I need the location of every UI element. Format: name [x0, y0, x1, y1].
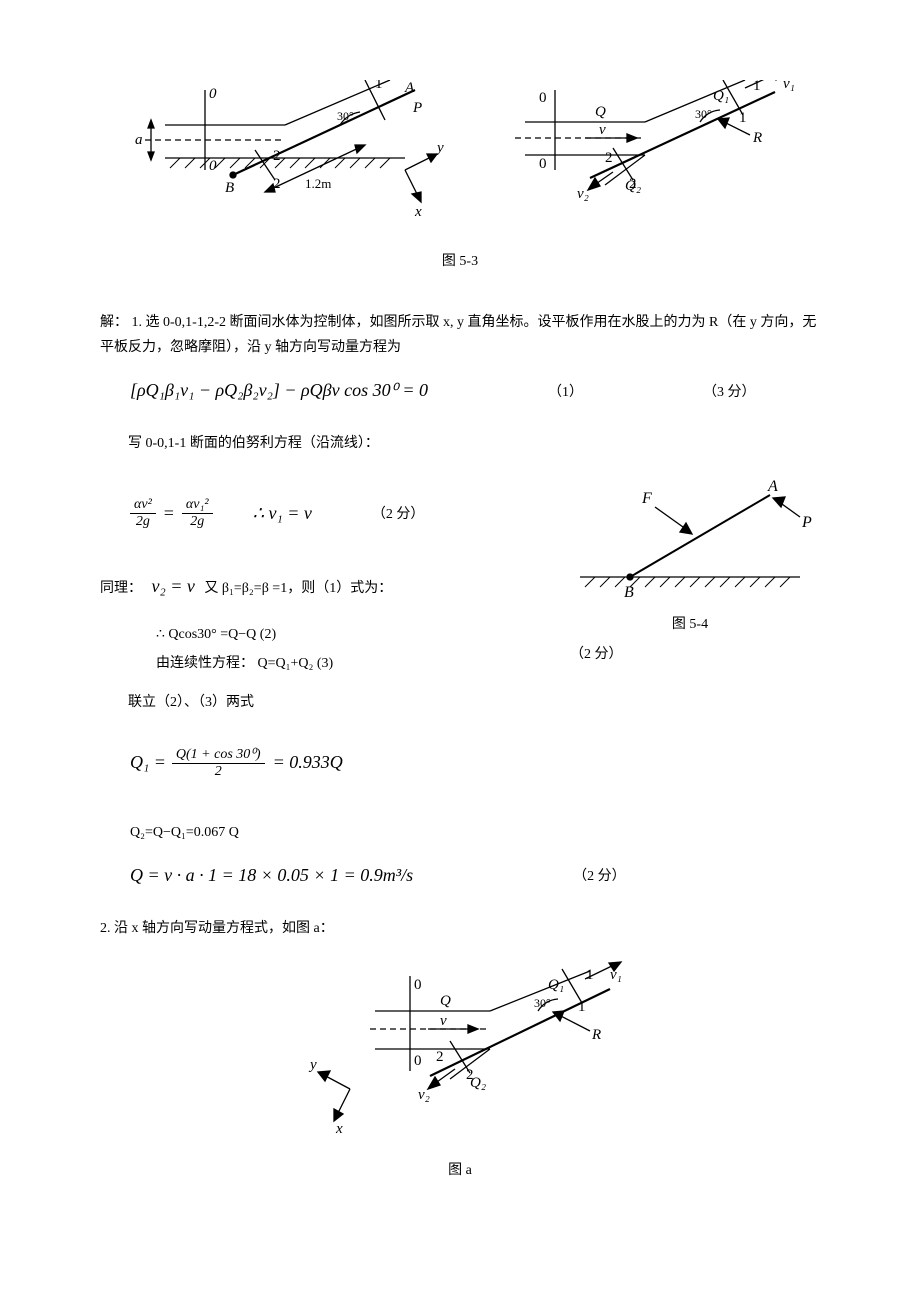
svg-text:F: F — [641, 490, 652, 507]
q1-formula-row: Q₁ = Q(1 + cos 30⁰) 2 = 0.933Q — [130, 746, 820, 780]
svg-text:0: 0 — [539, 90, 547, 106]
lbl-angle: 30° — [337, 109, 354, 123]
fig53-caption: 图 5-3 — [100, 250, 820, 270]
svg-text:Q₁: Q₁ — [713, 88, 729, 104]
svg-text:1: 1 — [586, 967, 594, 983]
svg-text:y: y — [308, 1057, 317, 1073]
lbl-A: A — [404, 80, 415, 96]
svg-text:2: 2 — [273, 176, 281, 192]
fig53-left-diagram: 0 0 a B 1 2 2 A P 30° 1.2m y x — [115, 80, 455, 240]
q-calc-row: Q = v · a · 1 = 18 × 0.05 × 1 = 0.9m³/s … — [130, 865, 820, 886]
bernoulli-intro: 写 0-0,1-1 断面的伯努利方程（沿流线）： — [100, 431, 820, 456]
figA-caption: 图 a — [100, 1159, 820, 1179]
svg-text:A: A — [767, 478, 778, 495]
eq1-num: （1） — [548, 381, 583, 401]
svg-text:R: R — [752, 130, 762, 146]
svg-text:Q: Q — [440, 993, 451, 1009]
svg-text:0: 0 — [414, 977, 422, 993]
bernoulli-eq: αv² 2g = αv₁² 2g ∴ v₁ = v （2 分） — [130, 497, 560, 530]
lbl-y: y — [435, 140, 444, 156]
svg-text:B: B — [624, 584, 634, 601]
svg-text:v₁: v₁ — [610, 967, 622, 983]
svg-text:2: 2 — [466, 1067, 474, 1083]
svg-text:v₁: v₁ — [783, 80, 795, 92]
svg-text:Q: Q — [595, 104, 606, 120]
figure-5-3: 0 0 a B 1 2 2 A P 30° 1.2m y x — [100, 80, 820, 240]
eq2-line: ∴ Qcos30° =Q−Q (2) — [100, 622, 560, 647]
lbl-x: x — [414, 204, 422, 220]
lbl-2: 2 — [273, 148, 281, 164]
figure-a-wrap: 0 0 Q Q₁ Q₂ v v₁ v₂ 1 1 2 2 R 30° y x — [100, 961, 820, 1151]
eq1-score: （3 分） — [703, 381, 756, 401]
svg-text:v₂: v₂ — [577, 186, 589, 202]
svg-text:30°: 30° — [695, 107, 712, 121]
solution-intro: 解： 1. 选 0-0,1-1,2-2 断面间水体为控制体，如图所示取 x, y… — [100, 310, 820, 360]
lbl-P: P — [412, 100, 422, 116]
svg-text:1: 1 — [578, 999, 586, 1015]
fig54-caption: 图 5-4 — [672, 613, 708, 633]
combine-line: 联立（2）、（3）两式 — [100, 690, 820, 715]
eq3-line: 由连续性方程： Q=Q₁+Q₂ (3) — [100, 651, 560, 676]
svg-text:0: 0 — [414, 1053, 422, 1069]
fig54-diagram: F A B P — [560, 477, 820, 607]
lbl-a: a — [135, 132, 143, 148]
eq1-formula: [ρQ₁β₁v₁ − ρQ₂β₂v₂] − ρQβv cos 30⁰ = 0 — [130, 380, 428, 401]
lbl-B: B — [225, 180, 234, 196]
svg-text:v₂: v₂ — [418, 1087, 430, 1103]
svg-text:P: P — [801, 514, 812, 531]
bernoulli-and-fig54: αv² 2g = αv₁² 2g ∴ v₁ = v （2 分） 同理： v₂ =… — [100, 477, 820, 681]
eq1-row: [ρQ₁β₁v₁ − ρQ₂β₂v₂] − ρQβv cos 30⁰ = 0 （… — [130, 380, 820, 401]
svg-text:2: 2 — [436, 1049, 444, 1065]
lbl-0t: 0 — [209, 86, 217, 102]
svg-text:R: R — [591, 1027, 601, 1043]
svg-text:v: v — [440, 1013, 447, 1029]
svg-text:0: 0 — [539, 156, 547, 172]
svg-text:30°: 30° — [534, 996, 551, 1010]
svg-text:2: 2 — [605, 150, 613, 166]
svg-text:v: v — [599, 122, 606, 138]
svg-text:Q₁: Q₁ — [548, 977, 564, 993]
q2-line: Q₂=Q−Q₁=0.067 Q — [130, 820, 820, 845]
similarly-line: 同理： v₂ = v 又 β₁=β₂=β =1，则（1）式为： — [100, 570, 560, 602]
lbl-1: 1 — [375, 80, 383, 92]
svg-text:2: 2 — [629, 176, 637, 192]
fig54-score: （2 分） — [570, 643, 623, 663]
lbl-dist: 1.2m — [305, 176, 331, 191]
figA-diagram: 0 0 Q Q₁ Q₂ v v₁ v₂ 1 1 2 2 R 30° y x — [290, 961, 630, 1151]
svg-text:x: x — [335, 1121, 343, 1137]
svg-text:1: 1 — [753, 80, 761, 94]
svg-text:1: 1 — [739, 110, 747, 126]
lbl-0b: 0 — [209, 158, 217, 174]
part2-intro: 2. 沿 x 轴方向写动量方程式，如图 a： — [100, 916, 820, 941]
fig53-right-diagram: 0 0 Q Q₁ Q₂ v v₁ v₂ 1 1 2 2 R 30° — [495, 80, 805, 240]
